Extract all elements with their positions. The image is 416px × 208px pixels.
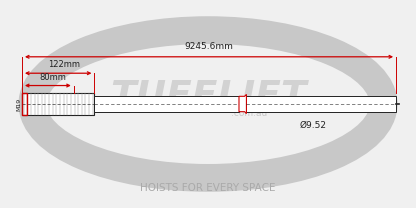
Text: 80mm: 80mm [40,73,66,82]
Text: 122mm: 122mm [48,60,80,69]
Text: .com.au: .com.au [231,109,267,118]
Bar [94,96,239,112]
Text: HOISTS FOR EVERY SPACE: HOISTS FOR EVERY SPACE [140,183,276,193]
Bar [22,93,27,115]
Text: TUFFLIFT: TUFFLIFT [110,79,306,115]
Bar [246,96,396,112]
Bar [22,93,94,115]
Text: M19: M19 [16,97,21,111]
Text: Ø9.52: Ø9.52 [300,121,327,130]
Polygon shape [239,94,246,114]
Text: 9245.6mm: 9245.6mm [185,42,233,51]
